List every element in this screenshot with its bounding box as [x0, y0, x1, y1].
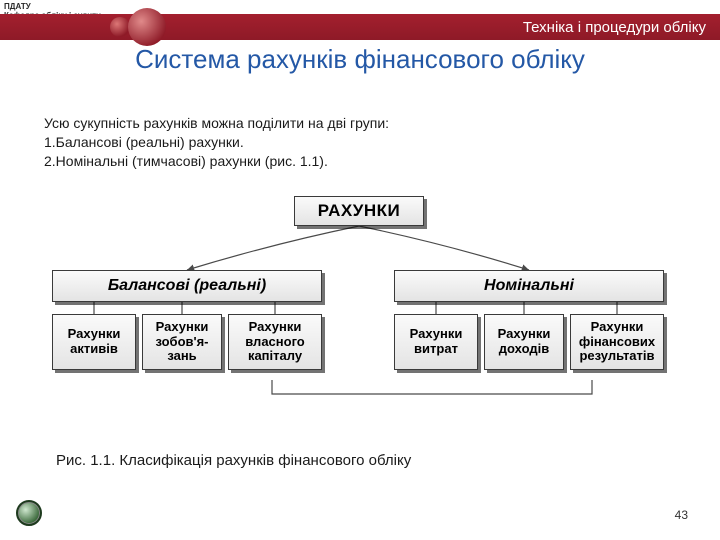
tree-leaf-node: Рахунки активів [52, 314, 136, 370]
page-title: Система рахунків фінансового обліку [0, 44, 720, 75]
tree-group-node: Номінальні [394, 270, 664, 302]
tree-leaf-node: Рахунки зобов'я- зань [142, 314, 222, 370]
tree-leaf-node: Рахунки доходів [484, 314, 564, 370]
intro-lead: Усю сукупність рахунків можна поділити н… [44, 114, 444, 133]
ribbon-text: Техніка і процедури обліку [523, 19, 706, 36]
tree-leaf-node: Рахунки власного капіталу [228, 314, 322, 370]
intro-text: Усю сукупність рахунків можна поділити н… [44, 114, 444, 171]
diagram-edges [32, 196, 688, 416]
figure-caption: Рис. 1.1. Класифікація рахунків фінансов… [56, 452, 411, 469]
header-ribbon: Техніка і процедури обліку [0, 14, 720, 40]
corner-line: ПДАТУ [4, 2, 112, 11]
intro-item: 1.Балансові (реальні) рахунки. [44, 133, 444, 152]
ribbon-ornament [110, 14, 170, 40]
tree-leaf-node: Рахунки фінансових результатів [570, 314, 664, 370]
tree-group-node: Балансові (реальні) [52, 270, 322, 302]
globe-icon [16, 500, 42, 526]
tree-root-node: РАХУНКИ [294, 196, 424, 226]
slide: ПДАТУ Кафедра обліку і аудиту Облік в за… [0, 0, 720, 540]
page-number: 43 [675, 508, 688, 522]
accounts-tree-diagram: РАХУНКИ Балансові (реальні) Номінальні Раху… [32, 196, 688, 416]
tree-leaf-node: Рахунки витрат [394, 314, 478, 370]
intro-item: 2.Номінальні (тимчасові) рахунки (рис. 1… [44, 152, 444, 171]
